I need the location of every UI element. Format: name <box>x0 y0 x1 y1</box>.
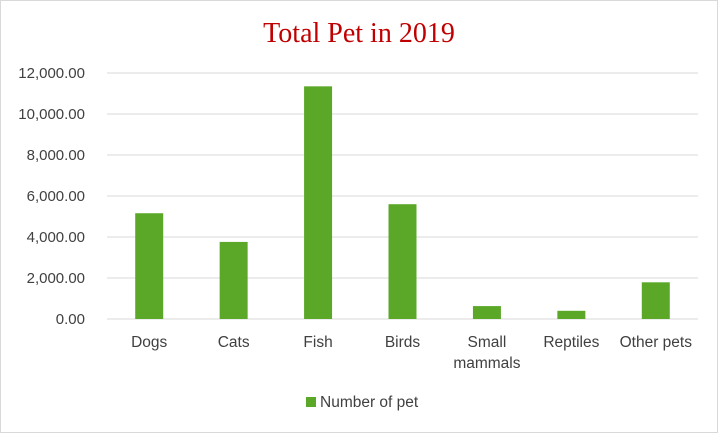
bar <box>304 86 333 319</box>
legend: Number of pet <box>306 394 419 411</box>
x-category-label: Birds <box>385 334 421 351</box>
bar <box>557 310 586 319</box>
y-tick-label: 6,000.00 <box>27 188 85 205</box>
y-axis-ticks: 0.00 2,000.00 4,000.00 6,000.00 8,000.00 10,0… <box>18 65 85 328</box>
bar <box>388 204 417 319</box>
bar <box>641 282 670 319</box>
y-tick-label: 2,000.00 <box>27 270 85 287</box>
chart-title: Total Pet in 2019 <box>263 18 455 49</box>
y-tick-label: 4,000.00 <box>27 229 85 246</box>
x-category-label: Dogs <box>131 334 167 351</box>
x-category-label: Reptiles <box>543 334 599 351</box>
x-category-label: Small mammals <box>453 334 520 372</box>
x-axis-labels: Dogs Cats Fish Birds Small mammals Reptiles Oth… <box>131 334 692 372</box>
bar <box>219 241 248 319</box>
x-category-label: Cats <box>218 334 250 351</box>
x-category-label: Other pets <box>620 334 693 351</box>
legend-label: Number of pet <box>320 394 419 411</box>
y-tick-label: 12,000.00 <box>18 65 85 82</box>
bars <box>135 86 670 319</box>
x-category-label: Fish <box>303 334 332 351</box>
gridlines <box>107 72 698 320</box>
y-tick-label: 10,000.00 <box>18 106 85 123</box>
y-tick-label: 8,000.00 <box>27 147 85 164</box>
y-tick-label: 0.00 <box>56 311 85 328</box>
legend-swatch <box>306 397 316 407</box>
bar <box>472 306 501 319</box>
bar <box>135 213 164 319</box>
